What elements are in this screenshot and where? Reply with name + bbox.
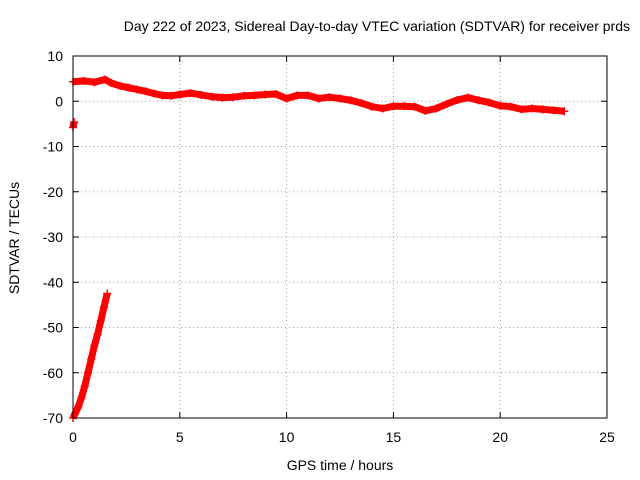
data-point — [282, 94, 291, 103]
y-tick-label: -30 — [43, 229, 63, 245]
data-point — [474, 96, 483, 105]
data-point — [124, 83, 133, 92]
y-tick-label: -70 — [43, 410, 63, 426]
data-point — [186, 89, 195, 98]
data-point — [549, 106, 558, 115]
data-point — [378, 104, 387, 113]
data-point — [150, 89, 159, 98]
x-tick-label: 15 — [386, 429, 402, 445]
data-point — [250, 91, 259, 100]
data-point — [74, 402, 83, 411]
data-series — [69, 75, 569, 422]
x-tick-label: 10 — [279, 429, 295, 445]
data-point — [303, 91, 312, 100]
data-point — [389, 102, 398, 111]
data-point — [80, 382, 89, 391]
data-point — [517, 105, 526, 114]
data-point — [103, 289, 112, 298]
data-point — [538, 105, 547, 114]
data-point — [175, 90, 184, 99]
data-point — [336, 94, 344, 103]
data-point — [239, 91, 248, 100]
data-point — [410, 102, 419, 111]
data-point — [400, 102, 409, 111]
data-point — [87, 355, 96, 364]
x-tick-label: 25 — [599, 429, 615, 445]
data-point — [325, 93, 334, 102]
data-point — [346, 96, 355, 105]
data-point — [368, 102, 377, 111]
data-point — [93, 330, 102, 339]
data-point — [218, 93, 227, 102]
data-point — [506, 102, 515, 111]
data-point — [115, 81, 124, 90]
data-point — [560, 107, 569, 116]
data-point — [528, 104, 537, 113]
data-point — [90, 78, 99, 87]
data-point — [496, 101, 505, 110]
data-point — [197, 90, 206, 99]
chart-title: Day 222 of 2023, Sidereal Day-to-day VTE… — [123, 18, 630, 34]
data-point — [83, 368, 92, 377]
grid-lines — [73, 56, 607, 418]
data-point — [357, 99, 366, 108]
data-point — [167, 91, 176, 100]
data-point — [207, 92, 216, 101]
y-tick-label: -20 — [43, 184, 63, 200]
data-point — [229, 93, 238, 102]
y-tick-label: 0 — [55, 93, 63, 109]
x-tick-label: 5 — [176, 429, 184, 445]
data-point — [485, 98, 494, 107]
data-point — [77, 393, 86, 402]
y-tick-label: -60 — [43, 365, 63, 381]
data-point — [107, 79, 116, 88]
data-point — [70, 118, 79, 127]
data-point — [71, 409, 80, 418]
data-point — [271, 90, 280, 99]
x-tick-label: 0 — [69, 429, 77, 445]
data-point — [101, 75, 110, 84]
data-point — [421, 106, 430, 115]
y-tick-label: -50 — [43, 320, 63, 336]
data-point — [141, 87, 150, 96]
data-point — [261, 90, 270, 99]
data-point — [99, 303, 108, 312]
data-point — [314, 94, 323, 103]
y-tick-label: -40 — [43, 274, 63, 290]
data-point — [432, 104, 441, 113]
data-point — [96, 316, 105, 325]
series-segment-prds — [69, 292, 111, 420]
data-point — [453, 95, 462, 104]
data-point — [293, 91, 302, 100]
data-point — [90, 341, 99, 350]
y-tick-label: -10 — [43, 139, 63, 155]
x-axis-label: GPS time / hours — [286, 457, 394, 473]
data-point — [133, 85, 142, 94]
data-point — [442, 99, 451, 108]
axis-ticks: 0 5 10 15 20 25 -70 -60 -50 -40 -30 -20 -10 0 10 — [43, 48, 615, 445]
y-tick-label: 10 — [47, 48, 63, 64]
data-point — [79, 76, 88, 85]
data-point — [464, 93, 473, 102]
data-point — [158, 91, 167, 100]
x-tick-label: 20 — [492, 429, 508, 445]
